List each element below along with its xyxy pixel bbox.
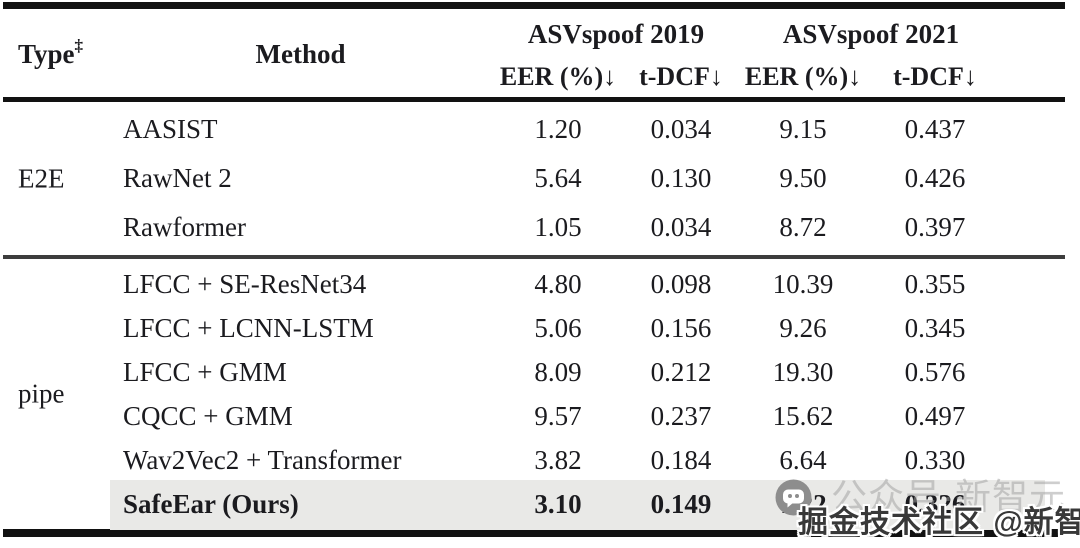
- table-row: Wav2Vec2 + Transformer 3.82 0.184 6.64 0…: [3, 438, 1065, 482]
- group-pipe: pipe LFCC + SE-ResNet34 4.80 0.098 10.39…: [3, 259, 1065, 530]
- column-header-method: Method: [255, 38, 346, 69]
- eer-2019-cell: 1.05: [534, 212, 582, 242]
- subheader-eer-2021: EER (%)↓: [744, 62, 862, 91]
- tdcf-2019-cell: 0.130: [650, 163, 712, 193]
- table-bottom-rule: [3, 529, 1065, 537]
- table-header: Type ‡ Method ASVspoof 2019 ASVspoof 2021…: [3, 9, 1065, 97]
- tdcf-2021-cell: 0.345: [904, 312, 966, 343]
- table-top-rule: [3, 2, 1065, 9]
- subheader-tdcf-2021: t-DCF↓: [893, 62, 977, 91]
- group-e2e: E2E AASIST 1.20 0.034 9.15 0.437 RawNet …: [3, 102, 1065, 255]
- eer-2019-cell: 8.09: [534, 356, 582, 387]
- column-header-type: Type ‡: [3, 11, 108, 97]
- tdcf-2019-cell: 0.098: [650, 268, 712, 299]
- table-row: RawNet 2 5.64 0.130 9.50 0.426: [3, 154, 1065, 203]
- table-row: LFCC + GMM 8.09 0.212 19.30 0.576: [3, 350, 1065, 394]
- method-cell: RawNet 2: [123, 163, 232, 193]
- tdcf-2019-cell: 0.149: [650, 488, 712, 519]
- type-superscript: ‡: [74, 36, 84, 55]
- tdcf-2021-cell: 0.497: [904, 400, 966, 431]
- method-cell: AASIST: [123, 114, 218, 144]
- subheader-eer-2019: EER (%)↓: [499, 62, 617, 91]
- eer-2021-cell: 10.39: [772, 268, 834, 299]
- wechat-icon: [775, 479, 812, 516]
- eer-2021-cell: 9.50: [779, 163, 827, 193]
- group-header-asvspoof-2019: ASVspoof 2019: [527, 18, 705, 49]
- method-cell: SafeEar (Ours): [123, 488, 299, 519]
- eer-2021-cell: 8.72: [779, 212, 827, 242]
- table-row: LFCC + SE-ResNet34 4.80 0.098 10.39 0.35…: [3, 262, 1065, 306]
- method-cell: LFCC + GMM: [123, 356, 287, 387]
- method-cell: CQCC + GMM: [123, 400, 293, 431]
- tdcf-2021-cell: 0.437: [904, 114, 966, 144]
- results-table: Type ‡ Method ASVspoof 2019 ASVspoof 2021…: [3, 2, 1065, 537]
- type-label: Type: [18, 38, 75, 69]
- tdcf-2021-cell: 0.426: [904, 163, 966, 193]
- eer-2021-cell: 15.62: [772, 400, 834, 431]
- table-row: CQCC + GMM 9.57 0.237 15.62 0.497: [3, 394, 1065, 438]
- eer-2021-cell: 19.30: [772, 356, 834, 387]
- tdcf-2019-cell: 0.212: [650, 356, 712, 387]
- table-row-safeear-highlighted: SafeEar (Ours) 3.10 0.149 7.22 0.326: [3, 480, 1065, 530]
- table-row: AASIST 1.20 0.034 9.15 0.437: [3, 105, 1065, 154]
- eer-2019-cell: 3.10: [534, 488, 582, 519]
- method-cell: LFCC + SE-ResNet34: [123, 268, 367, 299]
- tdcf-2021-cell: 0.326: [904, 488, 966, 519]
- tdcf-2019-cell: 0.034: [650, 212, 712, 242]
- tdcf-2019-cell: 0.156: [650, 312, 712, 343]
- group-label-pipe: pipe: [18, 378, 65, 409]
- group-header-asvspoof-2021: ASVspoof 2021: [782, 18, 960, 49]
- tdcf-2021-cell: 0.330: [904, 444, 966, 475]
- eer-2019-cell: 9.57: [534, 400, 582, 431]
- tdcf-2021-cell: 0.355: [904, 268, 966, 299]
- method-cell: Rawformer: [123, 212, 246, 242]
- subheader-tdcf-2019: t-DCF↓: [639, 62, 723, 91]
- tdcf-2019-cell: 0.184: [650, 444, 712, 475]
- method-cell: LFCC + LCNN-LSTM: [123, 312, 374, 343]
- eer-2019-cell: 4.80: [534, 268, 582, 299]
- header-rule: [3, 97, 1065, 102]
- table-row: Rawformer 1.05 0.034 8.72 0.397: [3, 203, 1065, 252]
- eer-2019-cell: 5.64: [534, 163, 582, 193]
- method-cell: Wav2Vec2 + Transformer: [123, 444, 402, 475]
- eer-2021-cell: 9.15: [779, 114, 827, 144]
- tdcf-2019-cell: 0.034: [650, 114, 712, 144]
- group-label-e2e: E2E: [18, 163, 65, 193]
- eer-2019-cell: 1.20: [534, 114, 582, 144]
- eer-2021-cell: 9.26: [779, 312, 827, 343]
- tdcf-2019-cell: 0.237: [650, 400, 712, 431]
- eer-2019-cell: 3.82: [534, 444, 582, 475]
- eer-2021-cell: 6.64: [779, 444, 827, 475]
- tdcf-2021-cell: 0.397: [904, 212, 966, 242]
- eer-2019-cell: 5.06: [534, 312, 582, 343]
- tdcf-2021-cell: 0.576: [904, 356, 966, 387]
- table-row: LFCC + LCNN-LSTM 5.06 0.156 9.26 0.345: [3, 306, 1065, 350]
- group-separator-rule: [3, 255, 1065, 259]
